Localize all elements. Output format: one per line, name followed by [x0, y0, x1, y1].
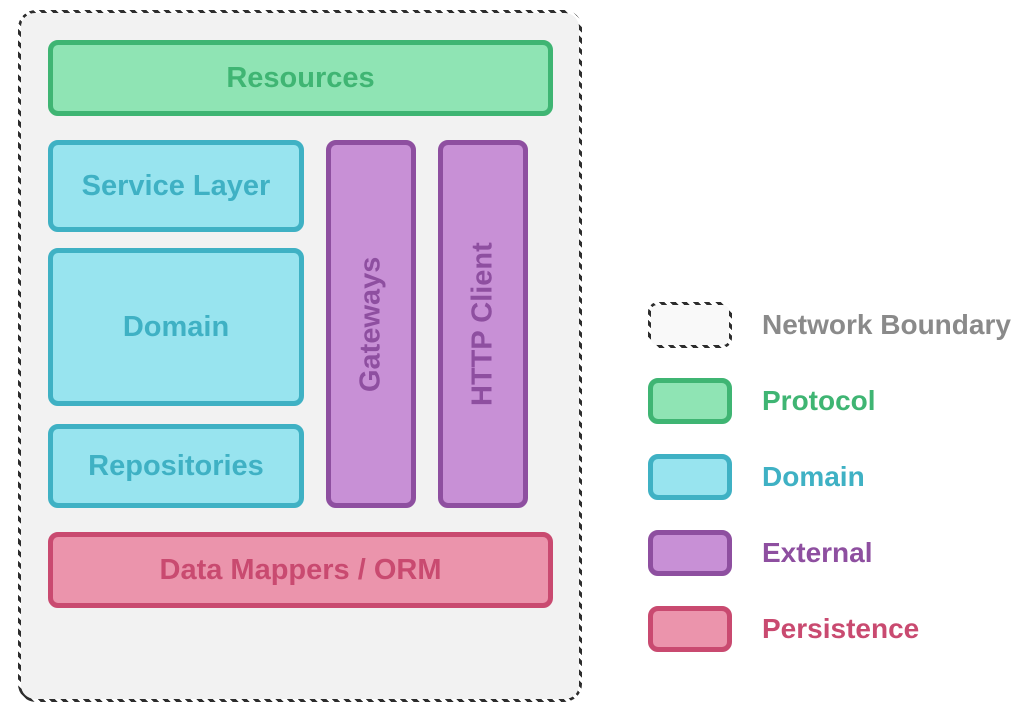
- legend-label: Protocol: [762, 385, 876, 417]
- legend-swatch-hatched: [648, 302, 732, 348]
- legend-label: Network Boundary: [762, 309, 1011, 341]
- domain-label: Domain: [123, 311, 229, 344]
- service-layer-label: Service Layer: [82, 170, 271, 203]
- data-mappers-label: Data Mappers / ORM: [160, 554, 442, 587]
- legend-swatch: [648, 606, 732, 652]
- legend-swatch: [648, 530, 732, 576]
- legend-row: External: [648, 530, 1011, 576]
- legend-row: Network Boundary: [648, 302, 1011, 348]
- domain-box: Domain: [48, 248, 304, 406]
- repositories-box: Repositories: [48, 424, 304, 508]
- service-layer-box: Service Layer: [48, 140, 304, 232]
- http-client-label: HTTP Client: [467, 242, 500, 406]
- legend-row: Domain: [648, 454, 1011, 500]
- gateways-box: Gateways: [326, 140, 416, 508]
- data-mappers-box: Data Mappers / ORM: [48, 532, 553, 608]
- legend-swatch: [648, 378, 732, 424]
- repositories-label: Repositories: [88, 450, 264, 483]
- legend-label: External: [762, 537, 873, 569]
- resources-label: Resources: [226, 62, 374, 95]
- diagram-canvas: Resources Service Layer Domain Repositor…: [0, 0, 1024, 712]
- legend-label: Persistence: [762, 613, 919, 645]
- legend-swatch: [648, 454, 732, 500]
- legend-swatch-inner: [651, 305, 729, 345]
- gateways-label: Gateways: [355, 256, 388, 391]
- legend: Network Boundary Protocol Domain External Pe…: [648, 302, 1011, 652]
- legend-label: Domain: [762, 461, 865, 493]
- legend-row: Persistence: [648, 606, 1011, 652]
- resources-box: Resources: [48, 40, 553, 116]
- http-client-box: HTTP Client: [438, 140, 528, 508]
- legend-row: Protocol: [648, 378, 1011, 424]
